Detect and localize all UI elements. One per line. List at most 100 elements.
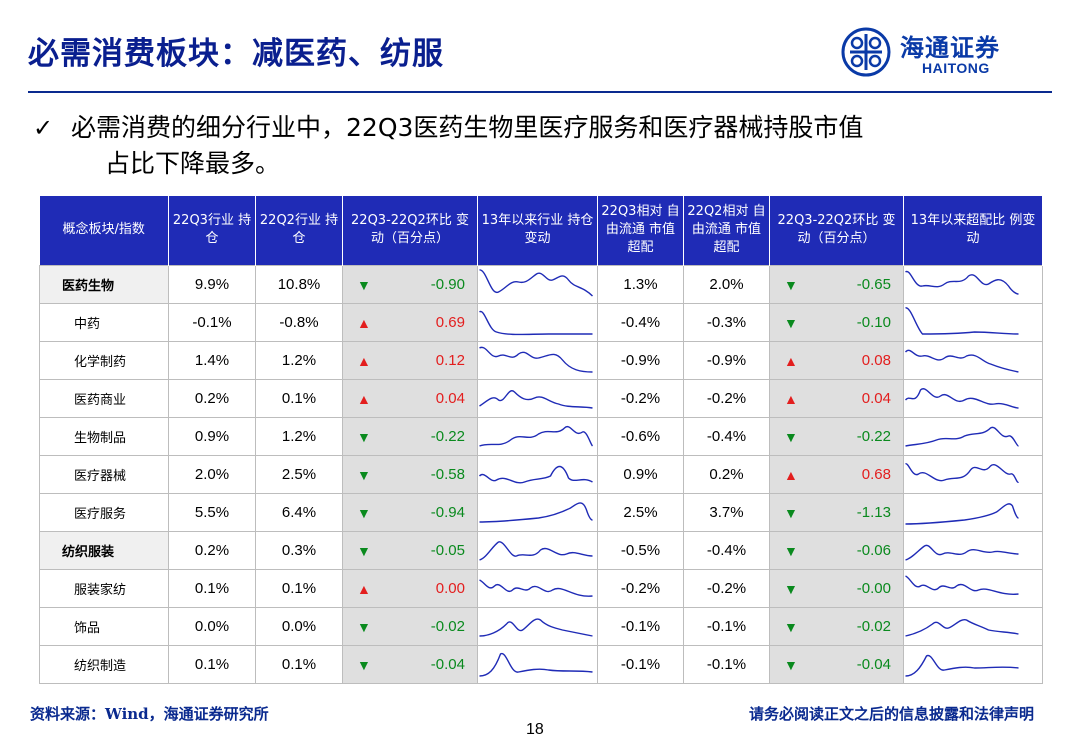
q2-overweight: -0.2% <box>683 378 770 418</box>
holding-change-cell: ▲ 0.69 <box>342 302 478 342</box>
table-row: 服装家纺 0.1% 0.1% ▲ 0.00 -0.2% -0.2% ▼ -0.00 <box>39 568 1043 608</box>
triangle-down-icon: ▼ <box>357 504 371 521</box>
q3-holding: 9.9% <box>168 264 256 304</box>
q3-holding: 0.2% <box>168 378 256 418</box>
col-header-sector: 概念板块/指数 <box>39 196 169 265</box>
overweight-change-value: 0.04 <box>861 389 891 407</box>
slide-title: 必需消费板块：减医药、纺服 <box>28 36 444 72</box>
overweight-trend-sparkline <box>903 378 1043 418</box>
triangle-up-icon: ▲ <box>784 466 798 483</box>
overweight-change-cell: ▼ -0.02 <box>769 606 904 646</box>
sparkline-icon <box>905 307 1019 335</box>
triangle-down-icon: ▼ <box>784 618 798 635</box>
q3-holding: 0.0% <box>168 606 256 646</box>
q3-overweight: 0.9% <box>597 454 684 494</box>
table-row: 饰品 0.0% 0.0% ▼ -0.02 -0.1% -0.1% ▼ -0.02 <box>39 606 1043 646</box>
sparkline-icon <box>479 425 594 447</box>
sparkline-icon <box>479 502 593 523</box>
holdings-table: 概念板块/指数 22Q3行业 持仓 22Q2行业 持仓 22Q3-22Q2环比 … <box>39 196 1043 684</box>
triangle-down-icon: ▼ <box>357 542 371 559</box>
triangle-down-icon: ▼ <box>357 276 371 293</box>
sparkline-icon <box>478 465 593 484</box>
triangle-up-icon: ▲ <box>357 314 371 331</box>
sparkline-icon <box>905 270 1019 295</box>
col-header-q3-overweight: 22Q3相对 自由流通 市值超配 <box>597 196 684 265</box>
q3-overweight: 1.3% <box>597 264 684 304</box>
holding-change-value: -0.02 <box>430 617 465 635</box>
col-header-q2-overweight: 22Q2相对 自由流通 市值超配 <box>683 196 770 265</box>
overweight-trend-sparkline <box>903 492 1043 532</box>
sparkline-icon <box>905 654 1019 677</box>
sector-name: 纺织制造 <box>39 644 169 684</box>
overweight-trend-sparkline <box>903 302 1043 342</box>
triangle-down-icon: ▼ <box>357 656 371 673</box>
overweight-change-cell: ▼ -0.00 <box>769 568 904 608</box>
q2-overweight: -0.9% <box>683 340 770 380</box>
holding-change-cell: ▲ 0.12 <box>342 340 478 380</box>
overweight-change-value: -0.00 <box>856 579 891 597</box>
holding-change-cell: ▼ -0.58 <box>342 454 478 494</box>
q2-overweight: 3.7% <box>683 492 770 532</box>
overweight-trend-sparkline <box>903 264 1043 304</box>
overweight-change-cell: ▲ 0.68 <box>769 454 904 494</box>
table-header-row: 概念板块/指数 22Q3行业 持仓 22Q2行业 持仓 22Q3-22Q2环比 … <box>39 196 1043 265</box>
overweight-trend-sparkline <box>903 454 1043 494</box>
q2-overweight: -0.1% <box>683 644 770 684</box>
holding-change-value: -0.58 <box>430 465 465 483</box>
overweight-trend-sparkline <box>903 606 1043 646</box>
holding-trend-sparkline <box>477 492 598 532</box>
q3-overweight: -0.2% <box>597 378 684 418</box>
holding-change-cell: ▼ -0.02 <box>342 606 478 646</box>
overweight-change-cell: ▼ -0.10 <box>769 302 904 342</box>
sparkline-icon <box>904 349 1019 373</box>
triangle-up-icon: ▲ <box>784 352 798 369</box>
overweight-change-value: -0.04 <box>856 655 891 673</box>
sector-name: 中药 <box>39 302 169 342</box>
bullet-line-1: 必需消费的细分行业中，22Q3医药生物里医疗服务和医疗器械持股市值 <box>71 113 864 142</box>
q2-holding: 10.8% <box>255 264 343 304</box>
q2-overweight: -0.3% <box>683 302 770 342</box>
haitong-logo-icon <box>841 27 891 77</box>
title-divider <box>28 91 1052 93</box>
q3-holding: -0.1% <box>168 302 256 342</box>
sector-name: 医药商业 <box>39 378 169 418</box>
holding-trend-sparkline <box>477 644 598 684</box>
q3-overweight: -0.9% <box>597 340 684 380</box>
triangle-down-icon: ▼ <box>784 314 798 331</box>
holding-trend-sparkline <box>477 302 598 342</box>
holding-trend-sparkline <box>477 416 598 456</box>
overweight-trend-sparkline <box>903 340 1043 380</box>
sector-name: 生物制品 <box>39 416 169 456</box>
sparkline-icon <box>479 653 593 677</box>
overweight-trend-sparkline <box>903 568 1043 608</box>
col-header-holding-trend: 13年以来行业 持仓变动 <box>477 196 598 265</box>
sector-name: 饰品 <box>39 606 169 646</box>
sparkline-icon <box>905 503 1019 525</box>
overweight-trend-sparkline <box>903 644 1043 684</box>
sector-name: 服装家纺 <box>39 568 169 608</box>
holding-trend-sparkline <box>477 378 598 418</box>
overweight-change-cell: ▼ -0.06 <box>769 530 904 570</box>
sector-name: 医疗器械 <box>39 454 169 494</box>
triangle-up-icon: ▲ <box>784 390 798 407</box>
holding-change-cell: ▼ -0.22 <box>342 416 478 456</box>
haitong-logo: 海通证券 HAITONG <box>840 24 1040 84</box>
q3-overweight: -0.1% <box>597 644 684 684</box>
holding-change-value: -0.05 <box>430 541 465 559</box>
q3-holding: 5.5% <box>168 492 256 532</box>
q3-holding: 0.1% <box>168 568 256 608</box>
holding-trend-sparkline <box>477 568 598 608</box>
logo-en-text: HAITONG <box>922 60 990 76</box>
holding-change-value: -0.90 <box>430 275 465 293</box>
holding-change-value: -0.04 <box>430 655 465 673</box>
logo-cn-text: 海通证券 <box>900 33 1000 62</box>
q2-overweight: 0.2% <box>683 454 770 494</box>
overweight-change-cell: ▲ 0.08 <box>769 340 904 380</box>
q3-overweight: -0.6% <box>597 416 684 456</box>
overweight-change-cell: ▼ -0.22 <box>769 416 904 456</box>
q2-holding: 0.3% <box>255 530 343 570</box>
triangle-up-icon: ▲ <box>357 580 371 597</box>
overweight-change-value: 0.08 <box>861 351 891 369</box>
triangle-down-icon: ▼ <box>784 504 798 521</box>
overweight-change-value: -0.65 <box>856 275 891 293</box>
